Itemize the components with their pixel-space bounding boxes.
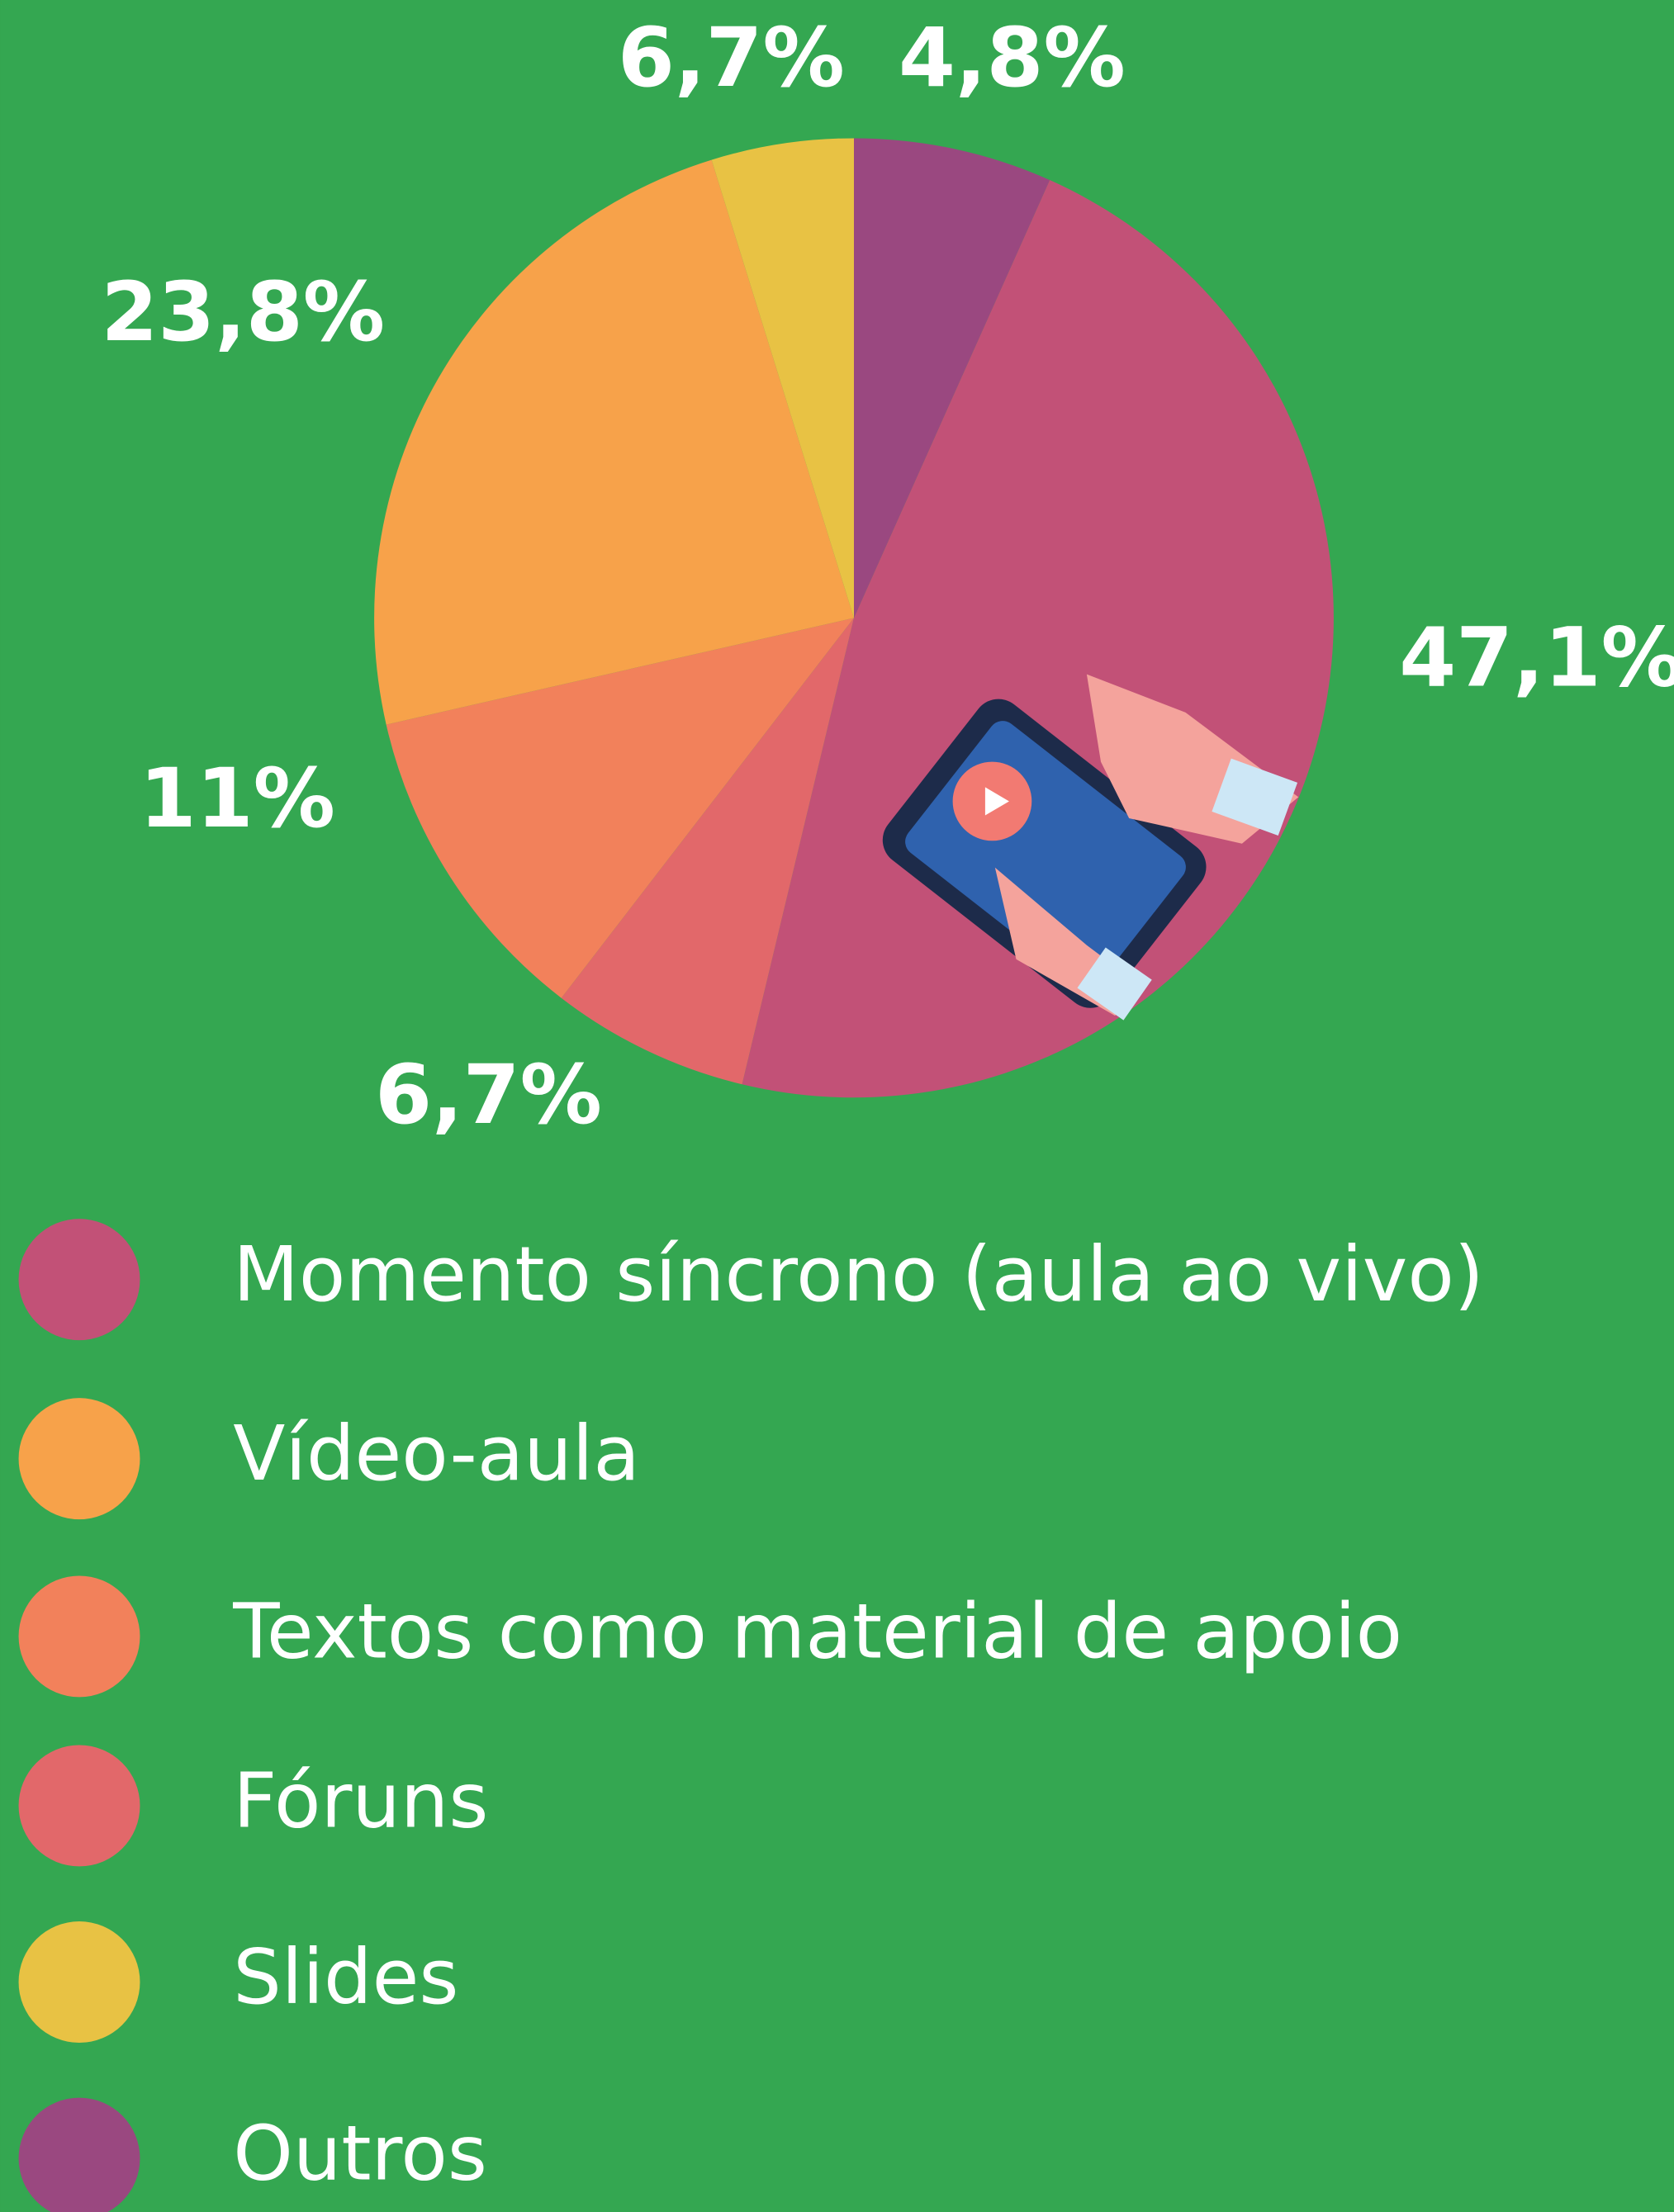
legend-swatch [18, 2097, 140, 2212]
slice [561, 618, 855, 1085]
illustration [882, 674, 1299, 1021]
legend-swatch [18, 1575, 140, 1698]
legend-swatch [18, 1219, 140, 1341]
slice [386, 618, 855, 998]
data-label: 4,8% [899, 11, 1126, 106]
slice [374, 159, 855, 725]
slice [711, 138, 855, 618]
data-label: 11% [140, 751, 335, 846]
legend-swatch [18, 1745, 140, 1867]
legend-swatch [18, 1398, 140, 1520]
legend-label: Textos como material de apoio [232, 1586, 1402, 1675]
data-label: 6,7% [618, 11, 845, 106]
legend-label: Outros [233, 2108, 487, 2197]
legend-label: Vídeo-aula [233, 1409, 640, 1498]
data-label: 47,1% [1399, 610, 1674, 705]
pie [374, 138, 1334, 1098]
legend-label: Slides [233, 1932, 458, 2021]
legend-label: Fóruns [233, 1755, 488, 1845]
data-label: 6,7% [375, 1048, 602, 1143]
slice [854, 138, 1050, 618]
legend-label: Momento síncrono (aula ao vivo) [233, 1229, 1484, 1319]
legend-swatch [18, 1921, 140, 2043]
data-label: 23,8% [101, 265, 385, 360]
